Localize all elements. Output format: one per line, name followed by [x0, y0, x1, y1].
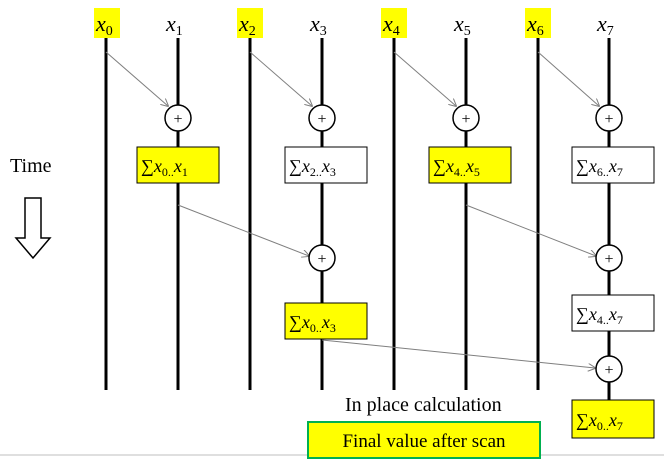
arrow-s01-to-x3 — [177, 204, 309, 256]
adder-x7-level2: + — [595, 244, 623, 272]
adders: + + + + + + + — [164, 104, 623, 383]
adder-x5: + — [452, 104, 480, 132]
time-label: Time — [10, 155, 52, 177]
input-x4-highlight — [381, 8, 407, 38]
sum-box-4-7: ∑x4..x7 — [571, 294, 655, 332]
adder-x3-level2: + — [308, 244, 336, 272]
arrow-x0-to-x1 — [105, 51, 168, 106]
arrow-s45-to-x7 — [465, 204, 596, 256]
sum-box-6-7: ∑x6..x7 — [571, 146, 655, 184]
in-place-label: In place calculation — [345, 394, 502, 416]
svg-text:x5: x5 — [453, 11, 471, 39]
connector-arrows — [105, 51, 599, 368]
svg-text:∑x4..x7: ∑x4..x7 — [576, 304, 623, 327]
svg-text:∑x2..x3: ∑x2..x3 — [289, 156, 336, 179]
sum-box-2-3: ∑x2..x3 — [284, 146, 368, 184]
down-arrow-icon — [14, 197, 52, 260]
svg-text:∑x4..x5: ∑x4..x5 — [433, 156, 480, 179]
sum-box-0-7: ∑x0..x7 — [571, 399, 655, 439]
input-headers: x0 x1 x2 x3 x4 x5 x6 x7 — [94, 8, 614, 39]
input-x0: x0 — [94, 8, 120, 39]
svg-text:x4: x4 — [382, 11, 400, 39]
arrow-s03-to-x7 — [321, 339, 595, 368]
svg-text:∑x0..x3: ∑x0..x3 — [289, 312, 336, 335]
adder-x7-level3: + — [595, 355, 623, 383]
svg-text:x3: x3 — [309, 11, 327, 39]
arrow-x6-to-x7 — [537, 51, 599, 106]
adder-x3: + — [308, 104, 336, 132]
input-x2-highlight — [237, 8, 263, 38]
input-x4: x4 — [381, 8, 407, 39]
svg-text:∑x0..x7: ∑x0..x7 — [576, 410, 623, 433]
sum-box-0-1: ∑x0..x1 — [136, 146, 220, 184]
svg-text:+: + — [604, 111, 613, 128]
input-x1: x1 — [165, 11, 183, 39]
sum-box-4-5: ∑x4..x5 — [428, 146, 512, 184]
svg-text:+: + — [317, 111, 326, 128]
arrow-x4-to-x5 — [393, 51, 456, 106]
final-value-label: Final value after scan — [342, 431, 506, 452]
svg-text:∑x6..x7: ∑x6..x7 — [576, 156, 623, 179]
svg-text:+: + — [461, 111, 470, 128]
svg-text:x7: x7 — [596, 11, 614, 39]
input-x6: x6 — [525, 8, 551, 39]
input-x7: x7 — [596, 11, 614, 39]
final-value-box — [307, 421, 541, 459]
lanes — [104, 38, 611, 400]
adder-x1: + — [164, 104, 192, 132]
arrow-x2-to-x3 — [249, 51, 312, 106]
svg-text:+: + — [604, 362, 613, 379]
input-x0-highlight — [94, 8, 120, 38]
adder-x7: + — [595, 104, 623, 132]
sum-boxes: ∑x0..x1 ∑x2..x3 ∑x4..x5 ∑x6..x7 ∑x0..x3 … — [136, 146, 655, 439]
input-x3: x3 — [309, 11, 327, 39]
input-x5: x5 — [453, 11, 471, 39]
svg-text:+: + — [317, 251, 326, 268]
input-x2: x2 — [237, 8, 263, 39]
svg-text:x6: x6 — [526, 11, 544, 39]
svg-text:∑x0..x1: ∑x0..x1 — [141, 156, 188, 179]
svg-text:x2: x2 — [238, 11, 256, 39]
sum-box-0-3: ∑x0..x3 — [284, 302, 368, 340]
svg-text:x0: x0 — [95, 11, 113, 39]
svg-text:x1: x1 — [165, 11, 183, 39]
input-x6-highlight — [525, 8, 551, 38]
svg-text:+: + — [173, 111, 182, 128]
svg-text:+: + — [604, 251, 613, 268]
